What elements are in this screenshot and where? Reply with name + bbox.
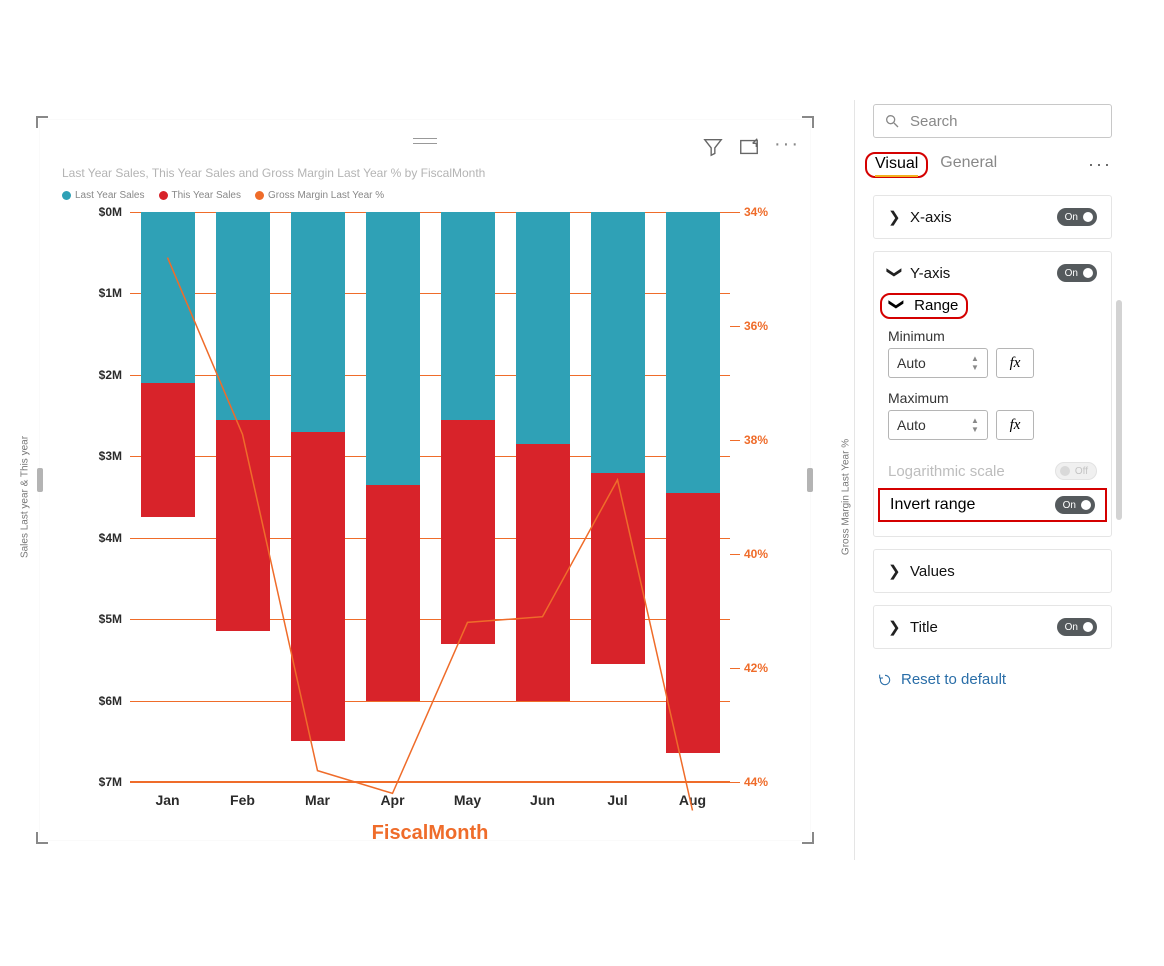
search-icon: [884, 113, 900, 129]
values-label[interactable]: Values: [910, 563, 1097, 580]
yaxis-label[interactable]: Y-axis: [910, 265, 1057, 282]
chart-plot-area: Sales Last year & This year Gross Margin…: [130, 212, 730, 782]
legend-item: This Year Sales: [159, 190, 242, 201]
y-right-axis-title: Gross Margin Last Year %: [841, 439, 852, 555]
spinner-icon[interactable]: ▲▼: [971, 413, 983, 437]
scrollbar[interactable]: [1116, 300, 1122, 520]
title-label[interactable]: Title: [910, 619, 1057, 636]
logscale-toggle: Off: [1055, 462, 1097, 480]
invert-range-toggle[interactable]: On: [1055, 496, 1095, 514]
reset-icon: [877, 672, 893, 688]
resize-handle-tr[interactable]: [802, 116, 814, 128]
y-right-notch: [730, 212, 740, 213]
y-right-notch: [730, 440, 740, 441]
more-options-icon[interactable]: ···: [774, 136, 796, 158]
tab-general[interactable]: General: [940, 154, 997, 175]
x-axis-title: FiscalMonth: [372, 782, 489, 845]
search-placeholder: Search: [910, 113, 958, 130]
xaxis-label[interactable]: X-axis: [910, 209, 1057, 226]
spinner-icon[interactable]: ▲▼: [971, 351, 983, 375]
y-left-tick: $3M: [99, 449, 130, 463]
x-category-label: Jun: [530, 782, 555, 808]
values-card: ❯ Values: [873, 549, 1112, 593]
y-left-tick: $2M: [99, 368, 130, 382]
chevron-down-icon[interactable]: ❯: [886, 266, 904, 280]
y-left-tick: $4M: [99, 531, 130, 545]
resize-handle-left[interactable]: [37, 468, 43, 492]
y-right-notch: [730, 782, 740, 783]
logscale-label: Logarithmic scale: [888, 463, 1005, 480]
x-category-label: Aug: [679, 782, 706, 808]
x-category-label: Jan: [155, 782, 179, 808]
format-pane: Search Visual General ··· ❯ X-axis On ❯ …: [854, 100, 1124, 860]
maximum-fx-button[interactable]: fx: [996, 410, 1034, 440]
y-left-tick: $6M: [99, 694, 130, 708]
chart-visual-container[interactable]: ··· Last Year Sales, This Year Sales and…: [40, 120, 810, 840]
x-category-label: Mar: [305, 782, 330, 808]
resize-handle-bl[interactable]: [36, 832, 48, 844]
tab-visual[interactable]: Visual: [875, 155, 918, 177]
tabs-more-icon[interactable]: ···: [1088, 154, 1112, 175]
chevron-right-icon[interactable]: ❯: [888, 618, 902, 636]
maximum-label: Maximum: [888, 390, 1097, 406]
annotation-highlight-invert-range: Invert range On: [878, 488, 1107, 522]
annotation-highlight-visual-tab: Visual: [865, 152, 928, 178]
y-left-tick: $5M: [99, 612, 130, 626]
chart-title: Last Year Sales, This Year Sales and Gro…: [62, 166, 485, 180]
minimum-input[interactable]: Auto ▲▼: [888, 348, 988, 378]
chevron-down-icon[interactable]: ❯: [888, 298, 906, 312]
xaxis-card: ❯ X-axis On: [873, 195, 1112, 239]
reset-to-default-button[interactable]: Reset to default: [873, 661, 1112, 698]
y-right-notch: [730, 668, 740, 669]
title-card: ❯ Title On: [873, 605, 1112, 649]
resize-handle-br[interactable]: [802, 832, 814, 844]
format-tabs: Visual General ···: [873, 154, 1112, 175]
search-input[interactable]: Search: [873, 104, 1112, 138]
y-right-notch: [730, 554, 740, 555]
legend-item: Last Year Sales: [62, 190, 145, 201]
invert-range-label: Invert range: [890, 496, 975, 514]
yaxis-toggle[interactable]: On: [1057, 264, 1097, 282]
y-left-tick: $1M: [99, 286, 130, 300]
margin-line-series: [130, 212, 730, 782]
logscale-row: Logarithmic scale Off: [888, 452, 1097, 484]
focus-mode-icon[interactable]: [738, 136, 760, 158]
title-toggle[interactable]: On: [1057, 618, 1097, 636]
range-label[interactable]: Range: [914, 297, 958, 314]
xaxis-toggle[interactable]: On: [1057, 208, 1097, 226]
resize-handle-tl[interactable]: [36, 116, 48, 128]
y-left-tick: $0M: [99, 205, 130, 219]
chart-legend: Last Year Sales This Year Sales Gross Marg…: [62, 190, 384, 201]
yaxis-card: ❯ Y-axis On ❯ Range Minimum Auto ▲▼ fx M…: [873, 251, 1112, 537]
filter-icon[interactable]: [702, 136, 724, 158]
annotation-highlight-range: ❯ Range: [880, 293, 968, 319]
minimum-fx-button[interactable]: fx: [996, 348, 1034, 378]
drag-handle-icon[interactable]: [413, 138, 437, 144]
y-left-tick: $7M: [99, 775, 130, 789]
reset-label: Reset to default: [901, 671, 1006, 688]
chevron-right-icon[interactable]: ❯: [888, 208, 902, 226]
chevron-right-icon[interactable]: ❯: [888, 562, 902, 580]
x-category-label: Feb: [230, 782, 255, 808]
x-category-label: Jul: [607, 782, 627, 808]
legend-item: Gross Margin Last Year %: [255, 190, 384, 201]
y-left-axis-title: Sales Last year & This year: [19, 436, 30, 558]
minimum-label: Minimum: [888, 328, 1097, 344]
maximum-input[interactable]: Auto ▲▼: [888, 410, 988, 440]
y-right-notch: [730, 326, 740, 327]
resize-handle-right[interactable]: [807, 468, 813, 492]
